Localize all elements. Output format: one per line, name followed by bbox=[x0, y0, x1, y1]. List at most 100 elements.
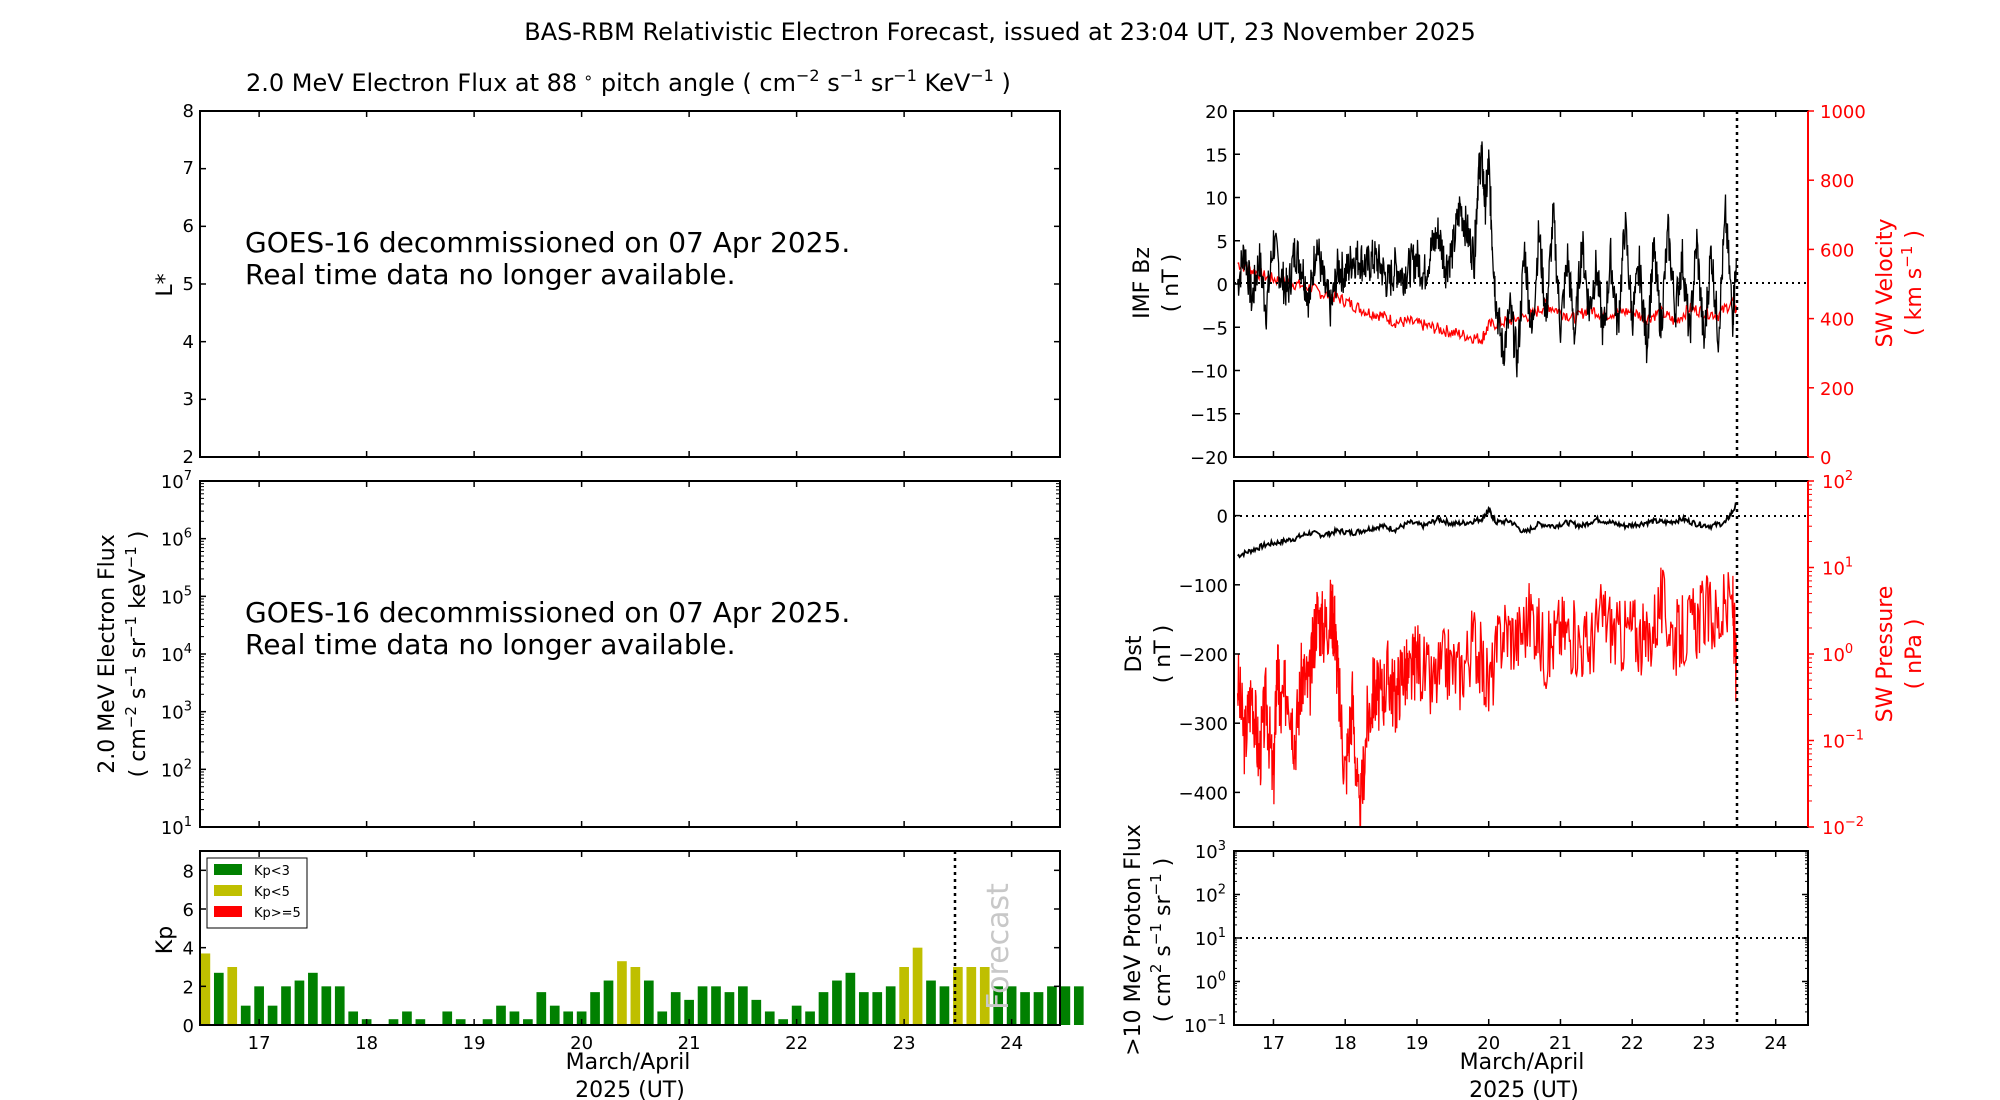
lstar-tick: 3 bbox=[183, 389, 194, 410]
bz-y-label-line1: IMF Bz bbox=[1130, 247, 1155, 319]
electron-y-tick-label: 102 bbox=[161, 757, 192, 781]
dst-plot-area bbox=[1236, 501, 1738, 826]
kp-bar bbox=[200, 953, 211, 1025]
lstar-tick-marks bbox=[200, 110, 1060, 458]
proton-y-label-line1: >10 MeV Proton Flux bbox=[1121, 824, 1146, 1056]
forecast-label: Forecast bbox=[981, 883, 1016, 1010]
kp-bar bbox=[617, 961, 627, 1025]
kp-bar bbox=[684, 999, 694, 1025]
kp-bar bbox=[711, 986, 721, 1025]
kp-y-tick-label: 4 bbox=[183, 939, 194, 960]
dst-y-tick-label: −300 bbox=[1179, 714, 1228, 735]
kp-bar bbox=[670, 992, 681, 1025]
kp-bar bbox=[1033, 992, 1044, 1025]
electron-y-tick-label: 105 bbox=[161, 584, 192, 608]
x-tick-label: 22 bbox=[785, 1033, 808, 1054]
kp-bar bbox=[240, 1005, 251, 1025]
kp-bar bbox=[899, 967, 909, 1025]
kp-bar bbox=[885, 986, 896, 1025]
legend-label-high: Kp>=5 bbox=[254, 906, 301, 921]
swv-right-label-line2: ( km s−1 ) bbox=[1898, 230, 1927, 336]
kp-bar bbox=[536, 992, 547, 1025]
x-tick-label: 22 bbox=[1621, 1033, 1644, 1054]
kp-bar bbox=[1020, 992, 1030, 1025]
kp-bar bbox=[845, 972, 856, 1025]
bz-y-tick-label: 0 bbox=[1217, 275, 1228, 296]
dst-y-label-line1: Dst bbox=[1122, 635, 1147, 672]
x-tick-label: 17 bbox=[248, 1033, 271, 1054]
kp-bar bbox=[281, 986, 291, 1025]
kp-bar bbox=[442, 1011, 453, 1025]
dst-y-tick-label: −400 bbox=[1179, 783, 1228, 804]
proton-y-label-line2: ( cm2 s−1 sr−1 ) bbox=[1147, 858, 1176, 1022]
x-tick-label: 23 bbox=[893, 1033, 916, 1054]
bz-plot-area bbox=[1236, 141, 1737, 378]
kp-y-tick-label: 8 bbox=[183, 861, 194, 882]
kp-bar bbox=[590, 992, 600, 1025]
kp-bar bbox=[509, 1011, 520, 1025]
right-x-label-line2: 2025 (UT) bbox=[1469, 1078, 1579, 1100]
dst-y-tick-label: 0 bbox=[1217, 507, 1228, 528]
legend-swatch-mid bbox=[214, 885, 242, 896]
x-tick-label: 18 bbox=[355, 1033, 378, 1054]
lstar-tick: 8 bbox=[183, 101, 194, 122]
x-tick-label: 24 bbox=[1000, 1033, 1023, 1054]
bz-y-tick-label: −20 bbox=[1190, 448, 1228, 469]
kp-y-tick-label: 6 bbox=[183, 900, 194, 921]
swp-y-tick-label: 102 bbox=[1822, 469, 1853, 493]
kp-bar bbox=[778, 1019, 789, 1025]
kp-bar bbox=[496, 1005, 506, 1025]
electron-message-line1: GOES-16 decommissioned on 07 Apr 2025. bbox=[245, 596, 850, 629]
dst-y-label-line2: ( nT ) bbox=[1151, 625, 1176, 684]
proton-y-tick-label: 103 bbox=[1195, 839, 1226, 863]
right-x-label-line1: March/April bbox=[1460, 1050, 1585, 1075]
kp-bar bbox=[1047, 986, 1057, 1025]
x-tick-label: 21 bbox=[1549, 1033, 1572, 1054]
bz-y-tick-label: −10 bbox=[1190, 362, 1228, 383]
kp-bar bbox=[764, 1011, 775, 1025]
swp-y-tick-label: 10−2 bbox=[1822, 815, 1864, 839]
kp-bar bbox=[912, 947, 923, 1025]
x-tick-label: 20 bbox=[1477, 1033, 1500, 1054]
lstar-message-line2: Real time data no longer available. bbox=[245, 258, 736, 291]
kp-y-label: Kp bbox=[153, 926, 178, 954]
lstar-tick: 4 bbox=[183, 332, 194, 353]
x-tick-label: 19 bbox=[1406, 1033, 1429, 1054]
swp-right-label-line2: ( nPa ) bbox=[1902, 619, 1927, 690]
kp-bar bbox=[979, 967, 990, 1025]
kp-bar bbox=[563, 1011, 574, 1025]
kp-bar bbox=[657, 1011, 668, 1025]
electron-y-label-line2: ( cm−2 s−1 sr−1 keV−1 ) bbox=[122, 531, 151, 778]
proton-y-tick-label: 100 bbox=[1195, 970, 1226, 994]
figure-title: BAS-RBM Relativistic Electron Forecast, … bbox=[524, 18, 1476, 46]
kp-bar bbox=[455, 1019, 466, 1025]
kp-panel-frame bbox=[199, 850, 1061, 1026]
swp-right-label-line1: SW Pressure bbox=[1873, 586, 1898, 723]
flux-panel-title: 2.0 MeV Electron Flux at 88 ∘ pitch angle… bbox=[246, 66, 1011, 97]
swv-y-tick-label: 0 bbox=[1820, 448, 1831, 469]
bz-y-tick-label: 5 bbox=[1217, 232, 1228, 253]
kp-legend: Kp<3 Kp<5 Kp>=5 bbox=[206, 857, 308, 929]
kp-bar bbox=[482, 1019, 493, 1025]
kp-bar bbox=[576, 1011, 587, 1025]
kp-bar bbox=[523, 1019, 533, 1025]
dst-ticks: −400 −300 −200 −100 0 10−2 10−1 100 101 102 bbox=[1179, 469, 1865, 839]
lstar-tick: 5 bbox=[183, 274, 194, 295]
kp-bar bbox=[213, 972, 224, 1025]
electron-message-line2: Real time data no longer available. bbox=[245, 628, 736, 661]
kp-bar bbox=[832, 980, 842, 1025]
swv-right-label-line1: SW Velocity bbox=[1873, 218, 1898, 347]
kp-bar bbox=[791, 1005, 802, 1025]
swv-y-tick-label: 800 bbox=[1820, 171, 1854, 192]
kp-bar bbox=[926, 980, 936, 1025]
kp-bar bbox=[724, 992, 735, 1025]
proton-y-tick-label: 102 bbox=[1195, 883, 1226, 907]
kp-bar bbox=[1060, 986, 1071, 1025]
electron-y-tick-label: 106 bbox=[161, 527, 192, 551]
bz-y-tick-label: 15 bbox=[1205, 145, 1228, 166]
x-tick-label: 23 bbox=[1693, 1033, 1716, 1054]
kp-bar bbox=[549, 1005, 560, 1025]
electron-y-tick-label: 104 bbox=[161, 642, 192, 666]
